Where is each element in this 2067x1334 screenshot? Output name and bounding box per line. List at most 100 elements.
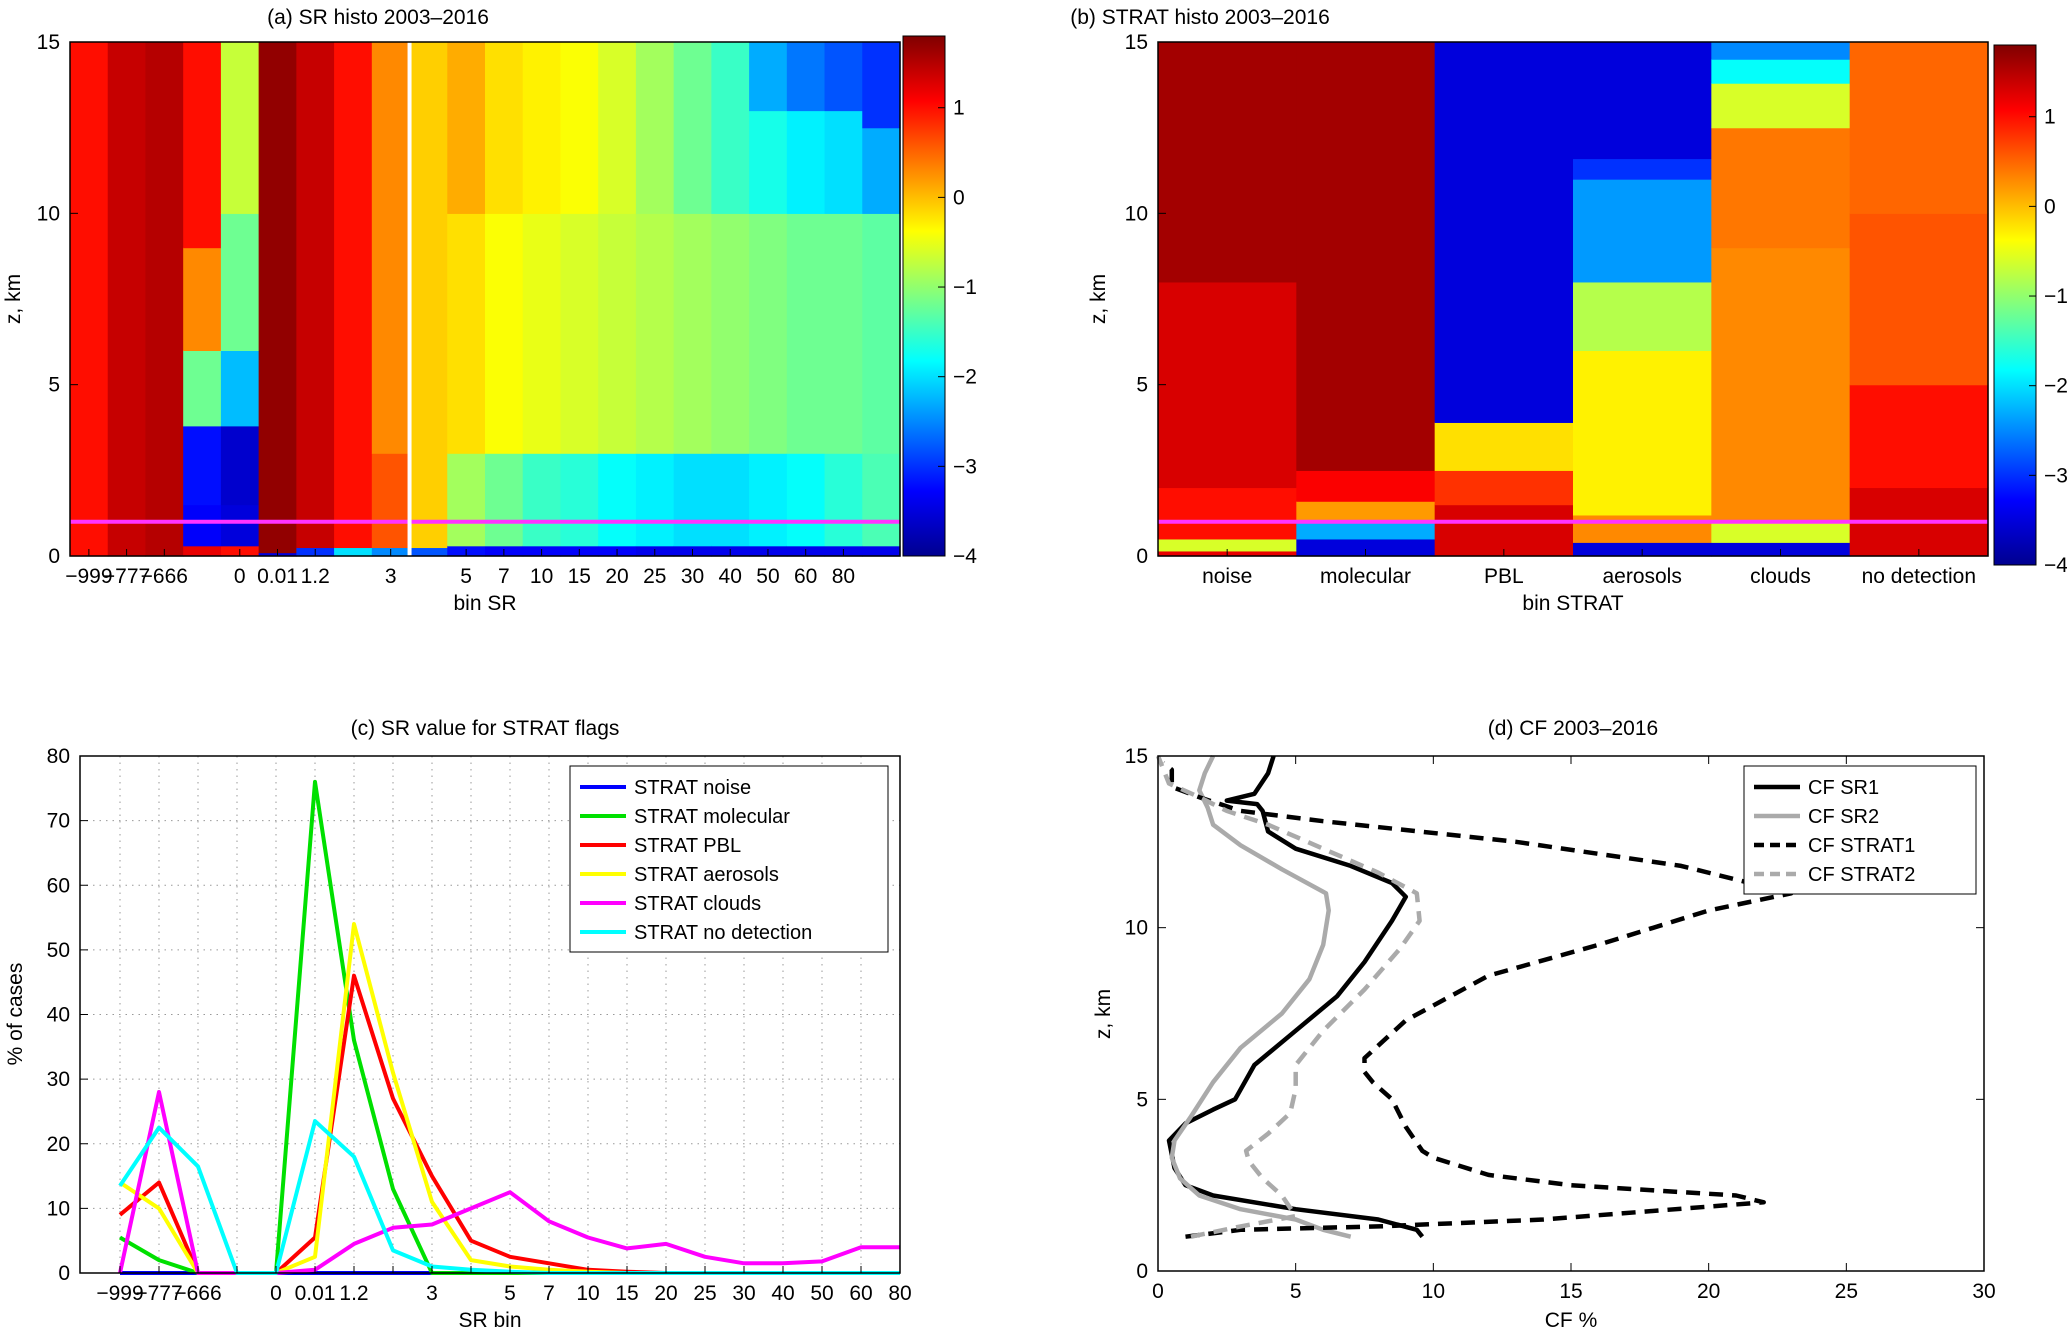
heatmap-cell (258, 42, 297, 554)
heatmap-cell (560, 453, 599, 547)
heatmap-cell (220, 425, 260, 506)
heatmap-cell (749, 42, 788, 112)
panel-a-yticks: 0 5 10 15 (37, 31, 78, 568)
x-tick-label: 5 (504, 1282, 516, 1305)
heatmap-cell (371, 42, 411, 454)
y-tick-label: 10 (1125, 202, 1148, 225)
heatmap-cell (183, 247, 222, 351)
colorbar-tick-label: −3 (953, 455, 977, 478)
y-tick-label: 10 (47, 1197, 70, 1220)
heatmap-cell (1711, 83, 1851, 129)
heatmap-cell (711, 213, 750, 454)
panel-b-ylabel: z, km (1087, 274, 1110, 324)
colorbar-tick-label: −4 (2044, 554, 2067, 577)
heatmap-cell (786, 453, 826, 547)
y-tick-label: 80 (47, 745, 70, 768)
panel-d-xlabel: CF % (1545, 1309, 1598, 1332)
heatmap-cell (1296, 470, 1436, 502)
x-tick-label: 30 (681, 565, 704, 588)
legend-label: CF SR1 (1808, 777, 1879, 799)
heatmap-cell (1711, 42, 1851, 60)
heatmap-cell (1849, 384, 1989, 489)
panel-a-xticks: −999−777−666 0 0.01 1.2 3 5 7 10 15 20 25 30 40 50 60 8… (65, 549, 855, 588)
heatmap-cell (409, 42, 448, 549)
legend-label: CF STRAT1 (1808, 835, 1915, 857)
y-tick-label: 0 (58, 1262, 70, 1285)
x-tick-label: 30 (732, 1282, 755, 1305)
panel-c: (c) SR value for STRAT flags −999−777−66… (4, 717, 912, 1332)
heatmap-cell (862, 127, 901, 214)
heatmap-cell (334, 42, 373, 549)
x-tick-label: 0.01 (295, 1282, 336, 1305)
heatmap-cell (824, 453, 863, 547)
heatmap-cell (862, 545, 901, 557)
heatmap-cell (635, 453, 675, 547)
x-tick-label: 10 (530, 565, 553, 588)
x-tick-label: −777 (135, 1282, 182, 1305)
panel-c-xlabel: SR bin (458, 1309, 521, 1332)
heatmap-cell (1434, 504, 1574, 557)
heatmap-cell (1296, 42, 1436, 471)
heatmap-cell (862, 213, 901, 454)
x-tick-label: 50 (756, 565, 779, 588)
heatmap-cell (862, 42, 901, 129)
panel-b-frame (1157, 41, 1989, 557)
heatmap-cell (183, 504, 222, 547)
x-tick-label: 0 (1152, 1280, 1164, 1303)
legend-label: CF STRAT2 (1808, 864, 1915, 886)
heatmap-cell (1158, 487, 1297, 540)
heatmap-cell (711, 453, 750, 547)
legend-label: STRAT no detection (634, 922, 812, 944)
heatmap-cell (786, 42, 826, 112)
heatmap-cell (1711, 521, 1851, 543)
heatmap-cell (183, 425, 222, 506)
x-tick-label: 40 (719, 565, 742, 588)
series-line (1166, 755, 1425, 1239)
heatmap-cell (1434, 470, 1574, 506)
x-tick-label: 60 (794, 565, 817, 588)
panel-c-legend: STRAT noise STRAT molecular STRAT PBL STRAT… (569, 765, 889, 953)
x-tick-label: aerosols (1602, 565, 1681, 588)
legend-label: CF SR2 (1808, 806, 1879, 828)
heatmap-cell (522, 453, 562, 547)
panel-a: (a) SR histo 2003–2016 −999−777−666 0 0.01… (2, 6, 977, 615)
x-tick-label: 0 (270, 1282, 282, 1305)
x-tick-label: 15 (568, 565, 591, 588)
panel-d-ylabel: z, km (1092, 989, 1115, 1039)
series-line (1162, 761, 1794, 1239)
y-tick-label: 50 (47, 939, 70, 962)
panel-d: (d) CF 2003–2016 0 5 10 15 20 25 30 0 5 10 15 CF … (1092, 717, 1996, 1332)
y-tick-label: 15 (1125, 31, 1148, 54)
y-tick-label: 15 (37, 31, 60, 54)
heatmap-cell (1434, 422, 1574, 471)
heatmap-cell (1296, 538, 1436, 557)
heatmap-cell (673, 453, 712, 547)
x-tick-label: 3 (385, 565, 397, 588)
heatmap-cell (749, 213, 788, 454)
series-line (118, 1090, 900, 1275)
panel-c-title: (c) SR value for STRAT flags (351, 717, 620, 740)
heatmap-cell (1434, 42, 1574, 423)
x-tick-label: molecular (1320, 565, 1411, 588)
heatmap-cell (1573, 179, 1712, 283)
x-tick-label: 15 (615, 1282, 638, 1305)
y-tick-label: 15 (1125, 745, 1148, 768)
x-tick-label: 10 (576, 1282, 599, 1305)
legend-label: STRAT PBL (634, 835, 741, 857)
series-line (118, 922, 900, 1275)
panel-a-ylabel: z, km (2, 274, 25, 324)
heatmap-cell (183, 350, 222, 427)
panel-a-xlabel: bin SR (453, 592, 516, 615)
heatmap-cell (786, 110, 826, 214)
heatmap-cell (220, 213, 260, 351)
y-tick-label: 20 (47, 1133, 70, 1156)
panel-d-title: (d) CF 2003–2016 (1488, 717, 1658, 740)
heatmap-cell (485, 453, 524, 547)
panel-b-yticks: 0 5 10 15 (1125, 31, 1166, 568)
x-tick-label: 30 (1972, 1280, 1995, 1303)
panel-a-title: (a) SR histo 2003–2016 (267, 6, 489, 29)
panel-b-heatmap (1158, 42, 1989, 557)
heatmap-cell (598, 213, 637, 454)
legend-label: STRAT noise (634, 777, 751, 799)
heatmap-cell (485, 42, 524, 214)
